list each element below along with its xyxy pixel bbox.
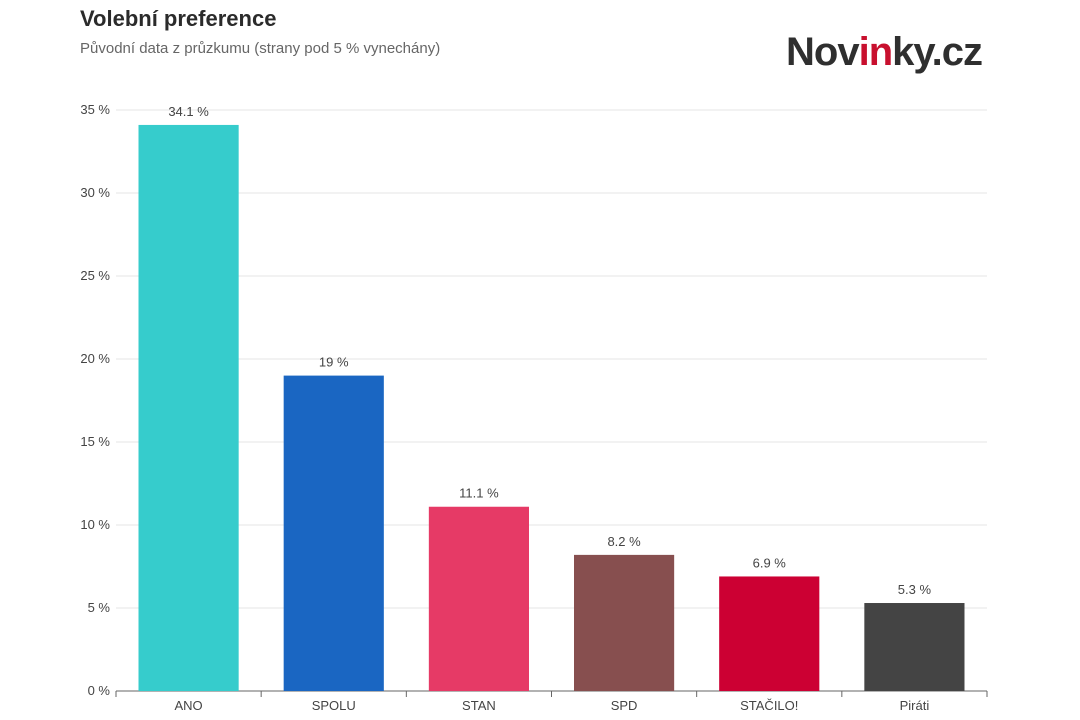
x-tick-label: STAČILO!: [740, 698, 798, 713]
y-tick-label: 5 %: [88, 600, 111, 615]
bar-value-label: 8.2 %: [607, 534, 641, 549]
bar-sta-ilo-: [719, 576, 820, 691]
bar-spolu: [283, 375, 384, 691]
bar-value-label: 19 %: [319, 355, 349, 370]
bar-ano: [138, 124, 239, 691]
chart-subtitle: Původní data z průzkumu (strany pod 5 % …: [80, 40, 441, 57]
logo-text-start: Nov: [786, 30, 860, 74]
logo-text-end: ky.cz: [892, 30, 983, 74]
bar-stan: [428, 506, 529, 691]
bar-value-label: 6.9 %: [753, 555, 787, 570]
bar-spd: [574, 554, 675, 691]
y-tick-label: 30 %: [80, 185, 110, 200]
x-tick-label: ANO: [174, 698, 202, 713]
y-tick-label: 10 %: [80, 517, 110, 532]
y-tick-label: 35 %: [80, 102, 110, 117]
bar-value-label: 34.1 %: [168, 104, 209, 119]
bar-value-label: 11.1 %: [459, 486, 499, 501]
x-tick-label: STAN: [462, 698, 496, 713]
y-tick-label: 15 %: [80, 434, 110, 449]
bar-value-label: 5.3 %: [898, 582, 932, 597]
novinky-logo[interactable]: Novinky.cz: [786, 30, 983, 75]
x-tick-label: SPD: [611, 698, 638, 713]
y-tick-label: 20 %: [80, 351, 110, 366]
logo-text-accent: in: [858, 30, 894, 74]
y-tick-label: 25 %: [80, 268, 110, 283]
y-tick-label: 0 %: [88, 683, 111, 698]
chart-title: Volební preference: [80, 6, 277, 31]
bar-pir-ti: [864, 603, 965, 691]
x-tick-label: Piráti: [900, 698, 930, 713]
x-tick-label: SPOLU: [312, 698, 356, 713]
